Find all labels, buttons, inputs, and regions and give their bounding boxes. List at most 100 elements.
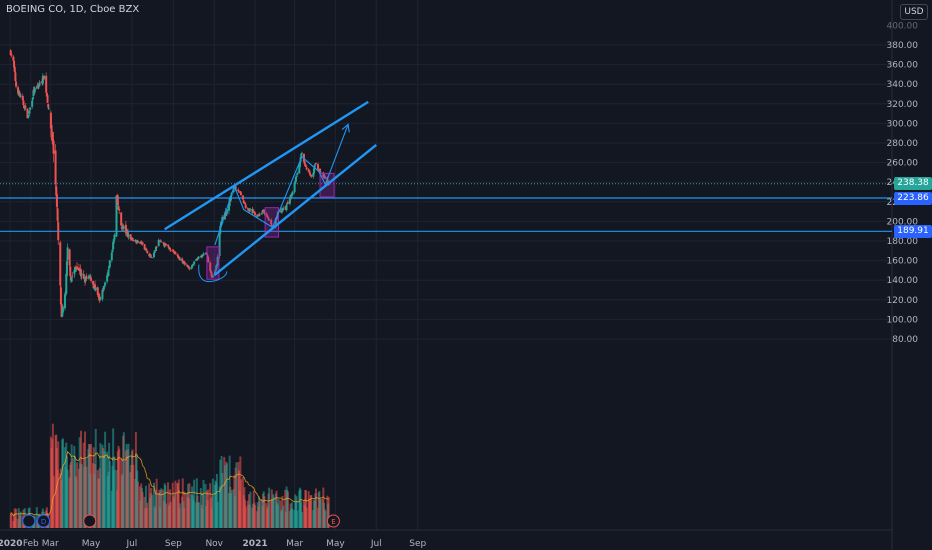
candle-body xyxy=(73,267,76,272)
candle-body xyxy=(120,212,123,226)
candle-body xyxy=(55,186,58,196)
volume-bar xyxy=(144,485,147,528)
x-tick-label: Sep xyxy=(409,539,426,549)
candle-body xyxy=(73,270,76,274)
candle-body xyxy=(319,168,322,172)
volume-bar xyxy=(146,502,149,528)
x-tick-label: Feb xyxy=(23,539,39,549)
volume-bar xyxy=(52,476,55,528)
volume-bar xyxy=(193,479,196,528)
candle-body xyxy=(196,258,199,260)
candle-body xyxy=(70,276,73,282)
candle-body xyxy=(111,249,114,253)
candle-body xyxy=(61,312,64,317)
volume-bar xyxy=(174,480,177,528)
candle-body xyxy=(26,108,29,119)
candle-body xyxy=(227,205,230,211)
candle-body xyxy=(285,204,288,211)
volume-bar xyxy=(99,443,102,528)
x-tick-label: 2021 xyxy=(243,539,268,549)
candle-body xyxy=(210,272,213,277)
y-tick-label: 160.00 xyxy=(887,257,919,267)
volume-bar xyxy=(141,492,144,528)
candle-body xyxy=(84,279,87,283)
candle-body xyxy=(45,92,48,97)
y-tick-label: 200.00 xyxy=(887,217,919,227)
level-tag-189: 189.91 xyxy=(894,224,932,238)
candle-body xyxy=(242,200,245,203)
candle-body xyxy=(27,114,30,116)
y-tick-label: 100.00 xyxy=(887,315,919,325)
x-tick-label: May xyxy=(326,539,345,549)
candle-body xyxy=(146,250,149,253)
horizontal-levels[interactable] xyxy=(0,183,892,232)
candle-body xyxy=(294,181,297,184)
candle-body xyxy=(317,164,320,169)
currency-badge[interactable]: USD xyxy=(900,4,928,20)
candle-body xyxy=(126,229,129,233)
candle-body xyxy=(252,210,255,212)
candle-body xyxy=(104,282,107,286)
candle-body xyxy=(69,266,72,277)
candle-body xyxy=(23,105,26,108)
channel-upper-line xyxy=(164,100,369,231)
symbol-title[interactable]: BOEING CO, 1D, Cboe BZX xyxy=(6,4,140,15)
candle-body xyxy=(17,87,20,94)
candle-body xyxy=(28,110,31,114)
volume-bar xyxy=(177,479,180,528)
volume-bar xyxy=(310,494,313,528)
candle-body xyxy=(257,215,260,216)
candle-body xyxy=(115,195,118,237)
candle-body xyxy=(159,240,162,242)
event-marker xyxy=(83,514,97,528)
volume-bar xyxy=(94,428,97,528)
candle-body xyxy=(314,163,317,165)
volume-bar xyxy=(183,491,186,528)
candle-body xyxy=(169,247,172,250)
volume-bar xyxy=(277,498,280,528)
volume-bar xyxy=(300,512,303,528)
candle-body xyxy=(239,191,242,194)
candle-body xyxy=(192,263,195,265)
candle-body xyxy=(59,287,62,305)
candle-body xyxy=(10,54,13,56)
candle-body xyxy=(323,176,326,179)
candle-body xyxy=(31,97,34,100)
candle-body xyxy=(191,265,194,268)
candle-body xyxy=(167,244,170,246)
volume-bar xyxy=(165,503,168,528)
volume-bar xyxy=(90,444,93,528)
volume-bar xyxy=(204,483,207,528)
candle-body xyxy=(38,82,41,86)
candle-body xyxy=(47,104,50,108)
candle-body xyxy=(268,219,271,220)
volume-bar xyxy=(85,466,88,528)
candle-body xyxy=(237,189,240,192)
candle-body xyxy=(65,273,68,294)
candle-body xyxy=(263,210,266,214)
zigzag-projection xyxy=(214,124,349,246)
candle-body xyxy=(201,254,204,258)
candle-body xyxy=(228,198,231,207)
candle-body xyxy=(186,265,189,267)
candle-body xyxy=(24,105,27,108)
candle-body xyxy=(113,234,116,240)
time-axis[interactable]: 2020 Feb Mar May Jul Sep Nov 2021 Mar May Jul Sep xyxy=(0,539,427,549)
candle-body xyxy=(124,224,127,234)
candle-body xyxy=(51,134,54,141)
drawings[interactable] xyxy=(164,100,378,283)
candle-body xyxy=(247,208,250,211)
candle-body xyxy=(78,267,81,271)
candle-body xyxy=(274,218,277,227)
y-tick-label: 360.00 xyxy=(887,61,919,71)
y-tick-label-clipped: 400.00 xyxy=(887,21,919,31)
x-tick-label: 2020 xyxy=(0,539,23,549)
candle-body xyxy=(13,60,16,68)
candle-body xyxy=(130,237,133,239)
volume-bar xyxy=(282,505,285,528)
volume-bar xyxy=(57,441,60,528)
candle-body xyxy=(324,177,327,179)
